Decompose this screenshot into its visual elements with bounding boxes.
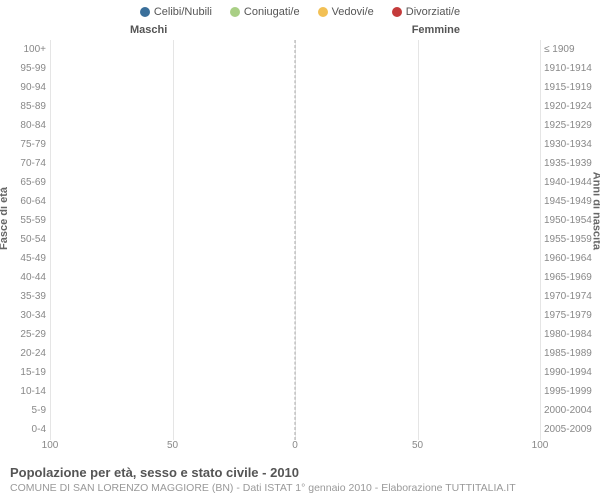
birth-band-label: 1935-1939 <box>544 159 600 169</box>
x-tick-label: 50 <box>412 440 423 451</box>
legend-label: Celibi/Nubili <box>154 6 212 18</box>
birth-band-label: 1995-1999 <box>544 387 600 397</box>
footer-title: Popolazione per età, sesso e stato civil… <box>10 465 590 480</box>
legend-item: Coniugati/e <box>230 6 300 18</box>
age-band-label: 85-89 <box>0 102 46 112</box>
birth-band-label: 1925-1929 <box>544 121 600 131</box>
birth-band-label: 1940-1944 <box>544 178 600 188</box>
y-left-labels: 100+ 95-99 90-94 85-89 80-84 75-79 70-74 65-69 6… <box>0 40 46 440</box>
x-tick-label: 0 <box>292 440 298 451</box>
birth-band-label: 1990-1994 <box>544 368 600 378</box>
legend-item: Vedovi/e <box>318 6 374 18</box>
legend-label: Coniugati/e <box>244 6 300 18</box>
birth-band-label: 2000-2004 <box>544 406 600 416</box>
age-band-label: 35-39 <box>0 292 46 302</box>
birth-band-label: 1985-1989 <box>544 349 600 359</box>
birth-band-label: 1975-1979 <box>544 311 600 321</box>
birth-band-label: 1945-1949 <box>544 197 600 207</box>
x-axis: 10050050100 <box>50 440 540 452</box>
age-band-label: 30-34 <box>0 311 46 321</box>
x-tick-label: 50 <box>167 440 178 451</box>
plot-area <box>50 40 540 440</box>
header-female: Femmine <box>412 24 460 36</box>
age-band-label: 50-54 <box>0 235 46 245</box>
birth-band-label: 1920-1924 <box>544 102 600 112</box>
age-band-label: 20-24 <box>0 349 46 359</box>
legend-label: Divorziati/e <box>406 6 460 18</box>
center-line <box>295 40 296 440</box>
legend-swatch <box>318 7 328 17</box>
age-band-label: 45-49 <box>0 254 46 264</box>
age-band-label: 40-44 <box>0 273 46 283</box>
age-band-label: 90-94 <box>0 83 46 93</box>
birth-band-label: 1915-1919 <box>544 83 600 93</box>
age-band-label: 15-19 <box>0 368 46 378</box>
birth-band-label: 1955-1959 <box>544 235 600 245</box>
birth-band-label: 1980-1984 <box>544 330 600 340</box>
x-tick-label: 100 <box>532 440 549 451</box>
age-band-label: 75-79 <box>0 140 46 150</box>
legend-label: Vedovi/e <box>332 6 374 18</box>
birth-band-label: 2005-2009 <box>544 425 600 435</box>
age-band-label: 100+ <box>0 45 46 55</box>
x-tick-label: 100 <box>42 440 59 451</box>
age-band-label: 55-59 <box>0 216 46 226</box>
age-band-label: 10-14 <box>0 387 46 397</box>
birth-band-label: 1970-1974 <box>544 292 600 302</box>
birth-band-label: 1930-1934 <box>544 140 600 150</box>
legend: Celibi/Nubili Coniugati/e Vedovi/e Divorzia… <box>0 0 600 18</box>
age-band-label: 25-29 <box>0 330 46 340</box>
age-band-label: 5-9 <box>0 406 46 416</box>
population-pyramid-chart: Celibi/Nubili Coniugati/e Vedovi/e Divorzia… <box>0 0 600 500</box>
legend-item: Divorziati/e <box>392 6 460 18</box>
grid-line <box>540 40 541 440</box>
birth-band-label: 1965-1969 <box>544 273 600 283</box>
legend-swatch <box>230 7 240 17</box>
age-band-label: 65-69 <box>0 178 46 188</box>
legend-swatch <box>392 7 402 17</box>
age-band-label: 95-99 <box>0 64 46 74</box>
birth-band-label: 1950-1954 <box>544 216 600 226</box>
age-band-label: 80-84 <box>0 121 46 131</box>
birth-band-label: ≤ 1909 <box>544 45 600 55</box>
y-right-labels: ≤ 1909 1910-1914 1915-1919 1920-1924 1925-19… <box>544 40 600 440</box>
legend-item: Celibi/Nubili <box>140 6 212 18</box>
age-band-label: 70-74 <box>0 159 46 169</box>
legend-swatch <box>140 7 150 17</box>
chart-footer: Popolazione per età, sesso e stato civil… <box>10 465 590 494</box>
birth-band-label: 1960-1964 <box>544 254 600 264</box>
footer-subtitle: COMUNE DI SAN LORENZO MAGGIORE (BN) - Da… <box>10 482 590 494</box>
header-male: Maschi <box>130 24 167 36</box>
age-band-label: 0-4 <box>0 425 46 435</box>
birth-band-label: 1910-1914 <box>544 64 600 74</box>
age-band-label: 60-64 <box>0 197 46 207</box>
